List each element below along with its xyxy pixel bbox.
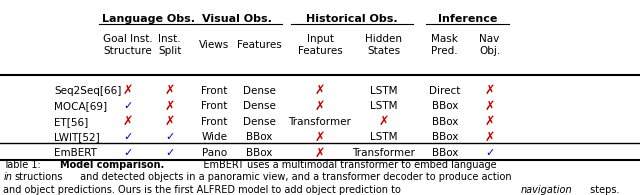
Text: LSTM: LSTM	[371, 101, 397, 111]
Text: ✓: ✓	[485, 148, 494, 158]
Text: ✓: ✓	[165, 132, 174, 143]
Text: Mask
Pred.: Mask Pred.	[431, 34, 458, 56]
Text: Front: Front	[201, 101, 228, 111]
Text: BBox: BBox	[431, 117, 458, 127]
Text: Front: Front	[201, 86, 228, 96]
Text: and detected objects in a panoramic view, and a transformer decoder to produce a: and detected objects in a panoramic view…	[77, 172, 512, 183]
Text: ✓: ✓	[124, 132, 132, 143]
Text: Table 1:: Table 1:	[3, 160, 47, 170]
Text: ✓: ✓	[165, 148, 174, 158]
Text: ✗: ✗	[484, 100, 495, 113]
Text: ✗: ✗	[123, 84, 133, 97]
Text: ✗: ✗	[164, 115, 175, 128]
Text: Seq2Seq[66]: Seq2Seq[66]	[54, 86, 122, 96]
Text: ✗: ✗	[164, 100, 175, 113]
Text: BBox: BBox	[431, 148, 458, 158]
Text: Inference: Inference	[438, 14, 497, 25]
Text: ✗: ✗	[484, 115, 495, 128]
Text: ✗: ✗	[484, 84, 495, 97]
Text: LWIT[52]: LWIT[52]	[54, 132, 100, 143]
Text: BBox: BBox	[246, 148, 273, 158]
Text: Wide: Wide	[202, 132, 227, 143]
Text: Dense: Dense	[243, 117, 276, 127]
Text: Direct: Direct	[429, 86, 461, 96]
Text: ✓: ✓	[124, 101, 132, 111]
Text: LSTM: LSTM	[371, 132, 397, 143]
Text: Inst.
Split: Inst. Split	[158, 34, 181, 56]
Text: Visual Obs.: Visual Obs.	[202, 14, 272, 25]
Text: ✗: ✗	[315, 84, 325, 97]
Text: and object predictions. Ours is the first ALFRED model to add object prediction : and object predictions. Ours is the firs…	[3, 185, 404, 195]
Text: BBox: BBox	[431, 101, 458, 111]
Text: Features: Features	[237, 40, 282, 50]
Text: LSTM: LSTM	[371, 86, 397, 96]
Text: Historical Obs.: Historical Obs.	[306, 14, 398, 25]
Text: Hidden
States: Hidden States	[365, 34, 403, 56]
Text: Goal Inst.
Structure: Goal Inst. Structure	[103, 34, 153, 56]
Text: Front: Front	[201, 117, 228, 127]
Text: MOCA[69]: MOCA[69]	[54, 101, 108, 111]
Text: Language Obs.: Language Obs.	[102, 14, 195, 25]
Text: in: in	[3, 172, 12, 183]
Text: ✗: ✗	[315, 147, 325, 160]
Text: ✓: ✓	[124, 148, 132, 158]
Text: ET[56]: ET[56]	[54, 117, 89, 127]
Text: Model comparison.: Model comparison.	[60, 160, 164, 170]
Text: navigation: navigation	[520, 185, 572, 195]
Text: Dense: Dense	[243, 86, 276, 96]
Text: Input
Features: Input Features	[298, 34, 342, 56]
Text: Views: Views	[199, 40, 230, 50]
Text: EmBERT uses a multimodal transformer to embed language: EmBERT uses a multimodal transformer to …	[195, 160, 497, 170]
Text: Dense: Dense	[243, 101, 276, 111]
Text: BBox: BBox	[431, 132, 458, 143]
Text: BBox: BBox	[246, 132, 273, 143]
Text: steps.: steps.	[588, 185, 620, 195]
Text: EmBERT: EmBERT	[54, 148, 97, 158]
Text: ✗: ✗	[123, 115, 133, 128]
Text: ✗: ✗	[484, 131, 495, 144]
Text: ✗: ✗	[379, 115, 389, 128]
Text: ✗: ✗	[315, 131, 325, 144]
Text: structions: structions	[15, 172, 63, 183]
Text: ✗: ✗	[164, 84, 175, 97]
Text: Nav
Obj.: Nav Obj.	[479, 34, 500, 56]
Text: Transformer: Transformer	[289, 117, 351, 127]
Text: ✗: ✗	[315, 100, 325, 113]
Text: Pano: Pano	[202, 148, 227, 158]
Text: Transformer: Transformer	[353, 148, 415, 158]
